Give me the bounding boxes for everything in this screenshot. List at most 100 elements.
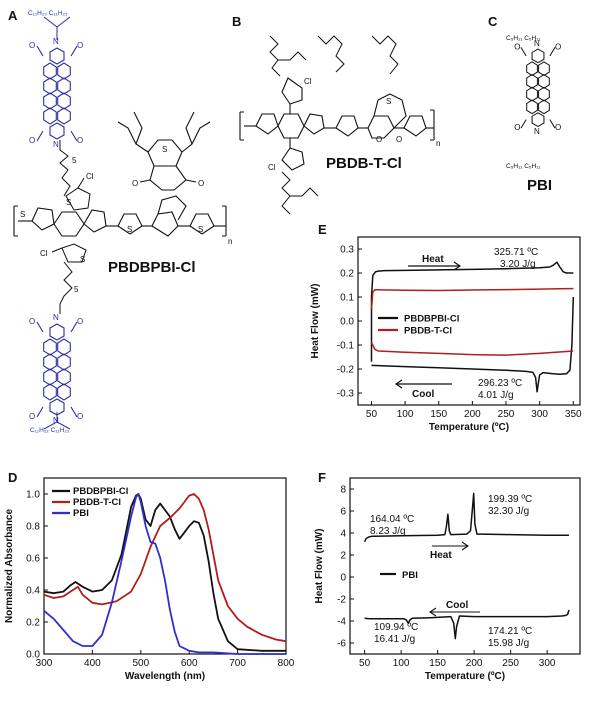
x-tick-label: 200 <box>466 658 483 669</box>
pbi-ring <box>49 47 65 65</box>
s-atom-backbone-2: S <box>127 225 132 234</box>
panel-letter-f: F <box>318 470 326 485</box>
pbdbpbi-backbone <box>13 195 227 237</box>
o-atom-b-right: O <box>396 135 402 144</box>
annotation-heat-peak2-enthalpy: 32.30 J/g <box>488 506 529 517</box>
s-atom-backbone-3: S <box>198 225 203 234</box>
pbdbpbi-top-chain: C₁₁H₂₃ C₁₁H₂₃ <box>28 10 68 17</box>
pbi-ring <box>43 368 57 386</box>
panel-c-structure: C C₅H₁₁ C₅H₁₁ C₅H₁₁ C₅H₁₁ N N O O O O PBI <box>488 14 561 194</box>
y-axis-title: Normalized Absorbance <box>4 509 15 624</box>
y-tick-label: 0.8 <box>26 522 40 533</box>
pbi-ring <box>49 122 65 140</box>
annotation-heat-peak1-enthalpy: 8.23 J/g <box>370 526 406 537</box>
annotation-peak-enthalpy: 3.20 J/g <box>500 259 536 270</box>
pbi-ring <box>57 368 71 386</box>
pbi-ring <box>43 92 57 110</box>
pbi-ring <box>57 353 71 371</box>
o-atom: O <box>29 412 35 421</box>
legend-label: PBDB-T-Cl <box>404 326 452 337</box>
x-tick-label: 50 <box>359 658 371 669</box>
absorbance-chart: D 300 400 500 600 700 800 0.0 0.2 0.4 0.6 0.8 1.0 Wa… <box>4 470 295 682</box>
pbi-ring <box>526 74 538 89</box>
legend-label: PBDBPBI-Cl <box>73 486 128 497</box>
plot-frame <box>357 236 581 406</box>
y-tick-label: 0 <box>340 573 346 584</box>
series-line-pbi <box>43 493 286 655</box>
x-tick-label: 800 <box>278 658 295 669</box>
pbdbpbi-bottom-chain: C₁₁H₂₂ C₁₁H₂₃ <box>30 427 70 434</box>
pbi-unit-panel-c: N N O O O O <box>514 39 561 136</box>
pbi-ring <box>538 74 550 89</box>
pbdb-t-cl-sidechains <box>269 35 399 215</box>
o-atom: O <box>29 136 35 145</box>
panel-a-structure: A C₁₁H₂₃ C₁₁H₂₃ N N O O O O N N O O O O C₁₁H₂₂ C₁₁… <box>8 8 232 434</box>
pbi-ring <box>526 86 538 102</box>
legend-label: PBI <box>402 570 418 581</box>
o-atom: O <box>77 317 83 326</box>
o-atom: O <box>514 42 520 51</box>
o-atom: O <box>514 123 520 132</box>
x-tick-label: 100 <box>393 658 410 669</box>
series-line-pbdb-t-cl <box>43 493 287 643</box>
pbi-ring <box>57 107 71 125</box>
pbdbpbi-top-chain-bonds <box>43 16 71 40</box>
o-atom: O <box>29 317 35 326</box>
n-atom: N <box>534 39 540 48</box>
s-atom-backbone-1: S <box>20 210 25 219</box>
x-tick-label: 150 <box>430 409 447 420</box>
x-tick-label: 300 <box>36 658 53 669</box>
y-tick-label: 0.2 <box>340 269 354 280</box>
y-tick-label: -0.2 <box>337 365 355 376</box>
arrow-right <box>432 541 469 551</box>
o-atom: O <box>77 412 83 421</box>
n-atom: N <box>53 416 59 425</box>
plot-frame <box>43 477 287 655</box>
y-tick-label: 0.6 <box>26 554 40 565</box>
pbdbpbi-linker-top <box>59 140 71 197</box>
annotation-peak-temp: 325.71 ºC <box>494 247 538 258</box>
pbi-ring <box>43 383 57 401</box>
series-line-pbdbpbi-cl <box>43 493 286 652</box>
series-line-pbdb-t-cl-cool <box>370 342 574 356</box>
label-pbdb-t-cl: PBDB-T-Cl <box>326 155 402 172</box>
y-axis-title: Heat Flow (mW) <box>314 529 325 604</box>
pbi-ring <box>57 92 71 110</box>
o-atom-b-left: O <box>376 135 382 144</box>
n-atom: N <box>534 127 540 136</box>
x-tick-label: 300 <box>539 658 556 669</box>
o-atom: O <box>77 136 83 145</box>
pbi-ring <box>531 48 545 64</box>
n-atom: N <box>53 37 59 46</box>
annotation-cool-temp: 296.23 ºC <box>478 378 522 389</box>
pbi-carbonyl-top <box>520 47 556 57</box>
series-line-pbdbpbi-cl-cool <box>371 296 575 393</box>
x-tick-label: 350 <box>565 409 582 420</box>
pbi-ring <box>49 398 65 416</box>
series-line-pbi-heat <box>363 492 569 543</box>
panel-letter-d: D <box>8 470 17 485</box>
plot-frame <box>349 477 581 655</box>
s-atom-sidegroup-top: S <box>66 198 71 207</box>
x-tick-label: 400 <box>84 658 101 669</box>
annotation-heat: Heat <box>430 550 452 561</box>
panel-letter-b: B <box>232 14 241 29</box>
x-tick-label: 150 <box>429 658 446 669</box>
o-atom: O <box>77 41 83 50</box>
y-tick-label: -0.3 <box>337 389 355 400</box>
spacer-label-top: 5 <box>72 156 77 165</box>
y-tick-label: 0.1 <box>340 293 354 304</box>
pbi-carbonyl-top <box>36 45 78 57</box>
y-tick-label: 8 <box>340 485 346 496</box>
y-tick-label: -0.1 <box>337 341 355 352</box>
legend-label: PBI <box>73 508 89 519</box>
cl-atom-b-top: Cl <box>304 77 312 86</box>
pbi-carbonyl-top <box>36 321 78 333</box>
x-tick-label: 500 <box>132 658 149 669</box>
annotation-cool-peak1-temp: 109.94 ºC <box>374 622 418 633</box>
o-atom: O <box>555 123 561 132</box>
pbi-ring <box>43 338 57 356</box>
s-atom-b-bdd: S <box>386 97 391 106</box>
y-tick-label: 0.4 <box>26 586 40 597</box>
